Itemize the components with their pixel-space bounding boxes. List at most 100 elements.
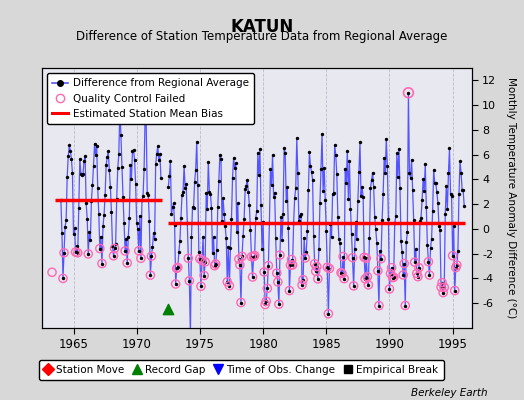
Point bbox=[388, 274, 397, 281]
Point bbox=[374, 268, 382, 274]
Point bbox=[255, 172, 263, 178]
Point bbox=[183, 220, 191, 226]
Point bbox=[418, 196, 427, 203]
Point bbox=[324, 310, 333, 317]
Point bbox=[387, 264, 396, 271]
Point bbox=[95, 211, 103, 217]
Point bbox=[363, 274, 372, 280]
Point bbox=[413, 274, 422, 280]
Point bbox=[364, 282, 373, 288]
Point bbox=[65, 142, 73, 149]
Point bbox=[449, 252, 457, 259]
Point bbox=[432, 180, 440, 187]
Point bbox=[115, 151, 123, 158]
Point bbox=[79, 171, 87, 178]
Point bbox=[111, 245, 119, 252]
Point bbox=[376, 247, 384, 254]
Point bbox=[284, 225, 292, 232]
Point bbox=[135, 248, 143, 254]
Point bbox=[147, 253, 156, 259]
Point bbox=[429, 208, 437, 214]
Point bbox=[311, 260, 319, 267]
Point bbox=[312, 268, 320, 274]
Point bbox=[71, 249, 80, 255]
Point bbox=[112, 241, 120, 247]
Point bbox=[363, 274, 372, 280]
Point bbox=[358, 184, 366, 190]
Point bbox=[78, 172, 86, 178]
Point bbox=[116, 107, 124, 113]
Point bbox=[223, 278, 232, 285]
Point bbox=[258, 246, 266, 252]
Point bbox=[297, 210, 305, 217]
Point bbox=[211, 262, 219, 269]
Point bbox=[395, 146, 403, 152]
Point bbox=[114, 165, 122, 172]
Point bbox=[341, 166, 350, 172]
Point bbox=[298, 282, 306, 288]
Point bbox=[186, 331, 194, 337]
Point bbox=[299, 276, 307, 283]
Point bbox=[397, 238, 405, 244]
Point bbox=[146, 272, 155, 278]
Point bbox=[257, 202, 265, 208]
Point bbox=[137, 255, 145, 262]
Point bbox=[140, 166, 148, 172]
Point bbox=[248, 274, 257, 280]
Point bbox=[365, 234, 374, 241]
Point bbox=[438, 280, 446, 286]
Point bbox=[172, 265, 181, 272]
Point bbox=[148, 244, 157, 250]
Point bbox=[212, 261, 220, 267]
Point bbox=[311, 260, 319, 267]
Point bbox=[422, 204, 431, 210]
Point bbox=[205, 188, 214, 195]
Point bbox=[149, 230, 158, 236]
Point bbox=[198, 257, 206, 264]
Point bbox=[238, 253, 246, 260]
Point bbox=[247, 254, 256, 260]
Point bbox=[261, 301, 269, 308]
Point bbox=[326, 220, 335, 227]
Point bbox=[126, 162, 135, 168]
Point bbox=[225, 282, 234, 289]
Point bbox=[430, 166, 438, 173]
Point bbox=[281, 150, 289, 156]
Point bbox=[48, 269, 56, 276]
Point bbox=[321, 196, 330, 203]
Point bbox=[74, 204, 83, 211]
Point bbox=[275, 301, 283, 308]
Point bbox=[170, 222, 179, 228]
Point bbox=[237, 299, 245, 306]
Point bbox=[415, 264, 423, 271]
Point bbox=[416, 218, 424, 224]
Point bbox=[166, 158, 174, 164]
Point bbox=[409, 217, 418, 224]
Point bbox=[342, 180, 351, 186]
Point bbox=[287, 256, 296, 263]
Point bbox=[210, 234, 218, 240]
Point bbox=[250, 252, 259, 259]
Point bbox=[413, 274, 422, 280]
Point bbox=[449, 252, 457, 259]
Point bbox=[446, 190, 455, 197]
Point bbox=[120, 220, 128, 227]
Point bbox=[306, 163, 314, 169]
Point bbox=[424, 258, 433, 265]
Point bbox=[110, 253, 118, 259]
Point bbox=[336, 240, 344, 246]
Point bbox=[433, 189, 441, 195]
Point bbox=[228, 174, 237, 181]
Point bbox=[188, 204, 196, 210]
Point bbox=[425, 272, 434, 278]
Point bbox=[110, 253, 118, 259]
Point bbox=[230, 155, 238, 161]
Point bbox=[199, 234, 207, 240]
Point bbox=[86, 237, 94, 243]
Point bbox=[322, 228, 331, 234]
Point bbox=[240, 216, 248, 222]
Point bbox=[264, 262, 272, 269]
Point bbox=[377, 256, 385, 262]
Point bbox=[123, 260, 132, 266]
Point bbox=[438, 280, 446, 286]
